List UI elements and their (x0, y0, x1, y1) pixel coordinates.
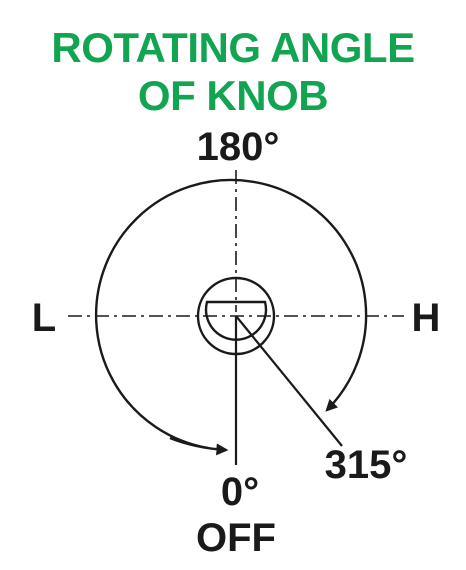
rotation-arc-main (94, 178, 368, 450)
label-high: H (412, 296, 441, 340)
title-line-2: OF KNOB (138, 72, 328, 119)
knob-outer-ring (196, 276, 276, 356)
label-low: L (32, 296, 56, 340)
label-180-degrees: 180° (197, 125, 280, 169)
title-line-1: ROTATING ANGLE (51, 24, 414, 71)
knob-shaft-d-shape (204, 300, 268, 341)
label-315-degrees: 315° (325, 443, 408, 487)
rotation-arc-start (169, 436, 229, 456)
max-angle-leader-line (235, 315, 343, 447)
label-off: OFF (196, 516, 276, 560)
label-0-degrees: 0° (221, 470, 259, 514)
